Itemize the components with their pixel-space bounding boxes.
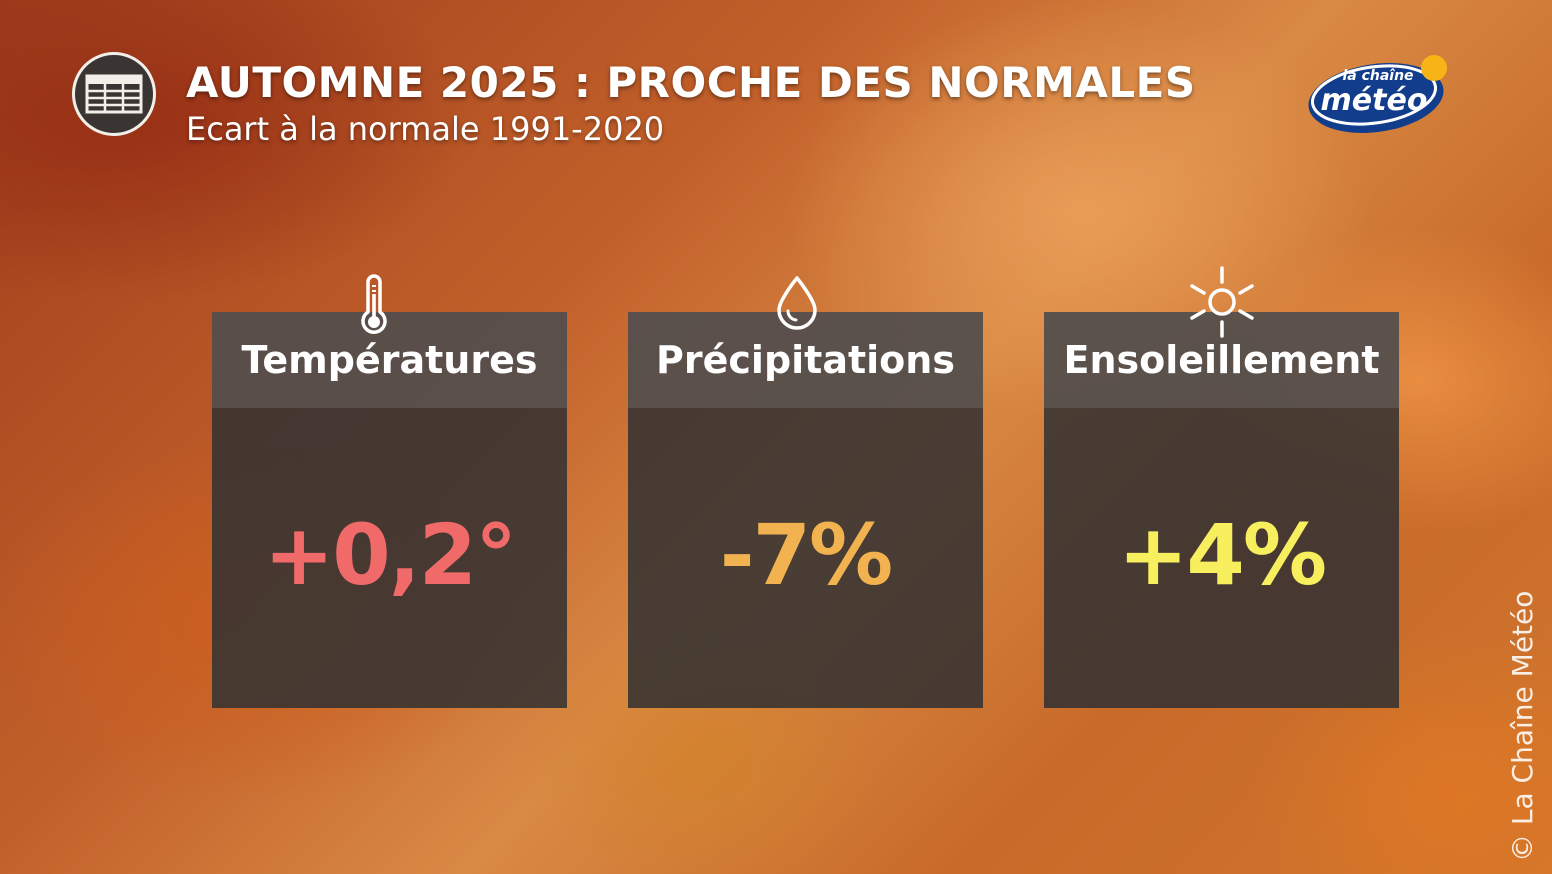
logo-line2: météo xyxy=(1321,83,1428,118)
card-title: Ensoleillement xyxy=(1063,338,1380,382)
copyright: © La Chaîne Météo xyxy=(1506,590,1539,862)
header-icon xyxy=(72,52,156,136)
card-body: -7% xyxy=(628,408,983,708)
card-body: +4% xyxy=(1044,408,1399,708)
page-subtitle: Ecart à la normale 1991-2020 xyxy=(186,110,665,148)
card-value: -7% xyxy=(719,506,893,604)
card-temperatures: Températures +0,2° xyxy=(212,312,567,708)
thermometer-icon xyxy=(361,274,387,334)
la-chaine-meteo-logo: la chaîne météo xyxy=(1308,55,1447,133)
card-title: Températures xyxy=(241,338,538,382)
card-ensoleillement: Ensoleillement +4% xyxy=(1044,312,1399,708)
card-value: +0,2° xyxy=(263,506,517,604)
card-precipitations: Précipitations -7% xyxy=(628,312,983,708)
table-icon xyxy=(85,74,143,114)
page-title: AUTOMNE 2025 : PROCHE DES NORMALES xyxy=(186,58,1196,107)
sun-icon xyxy=(1190,266,1254,338)
card-header: Températures xyxy=(212,312,567,408)
card-header: Précipitations xyxy=(628,312,983,408)
card-value: +4% xyxy=(1118,506,1327,604)
logo-line1: la chaîne xyxy=(1342,68,1413,84)
droplet-icon xyxy=(777,276,817,330)
card-title: Précipitations xyxy=(656,338,955,382)
card-body: +0,2° xyxy=(212,408,567,708)
